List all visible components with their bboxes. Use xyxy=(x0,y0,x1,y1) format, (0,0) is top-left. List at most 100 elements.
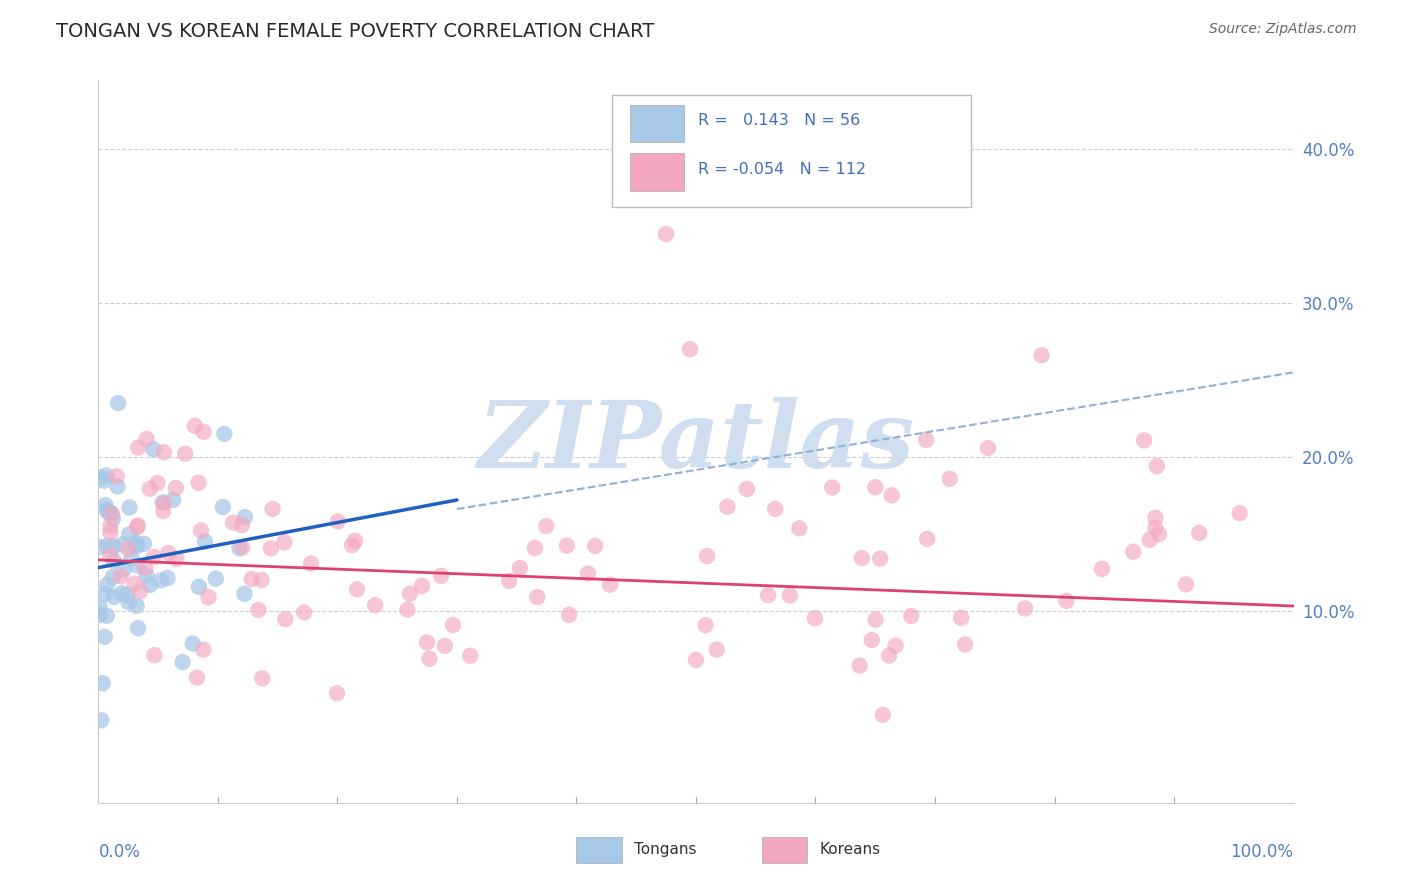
Point xyxy=(526,591,548,605)
Point xyxy=(121,551,143,566)
Point xyxy=(110,569,132,583)
Text: ZIPatlas: ZIPatlas xyxy=(478,397,914,486)
Point xyxy=(100,506,122,520)
Point xyxy=(97,505,120,519)
Point xyxy=(181,636,204,650)
Point xyxy=(96,578,118,592)
Text: Source: ZipAtlas.com: Source: ZipAtlas.com xyxy=(1209,22,1357,37)
Point xyxy=(346,582,368,597)
Point xyxy=(125,538,148,552)
Point xyxy=(247,603,270,617)
Point xyxy=(89,600,111,615)
Point xyxy=(915,433,938,447)
Text: Koreans: Koreans xyxy=(820,842,880,857)
Point xyxy=(231,541,253,555)
Point xyxy=(326,515,349,529)
Point xyxy=(228,541,250,556)
Point xyxy=(250,573,273,587)
Point xyxy=(172,655,194,669)
Point xyxy=(132,537,155,551)
Point xyxy=(344,533,367,548)
Point xyxy=(174,447,197,461)
Point xyxy=(90,714,112,728)
Point xyxy=(184,418,207,433)
Text: Tongans: Tongans xyxy=(634,842,696,857)
Point xyxy=(146,475,169,490)
Point xyxy=(1122,544,1144,558)
Point xyxy=(91,676,114,690)
Point xyxy=(416,635,439,649)
Point xyxy=(340,538,363,552)
Point xyxy=(240,572,263,586)
Point xyxy=(98,525,122,540)
Point xyxy=(555,539,578,553)
Point xyxy=(915,532,938,546)
Point xyxy=(716,500,738,514)
Point xyxy=(152,504,174,518)
Point xyxy=(94,498,117,512)
Point xyxy=(222,516,245,530)
Point xyxy=(124,576,146,591)
Point xyxy=(107,479,129,493)
Point xyxy=(129,584,152,599)
Point xyxy=(865,613,887,627)
Point xyxy=(94,587,117,601)
Point xyxy=(139,578,162,592)
Point xyxy=(884,639,907,653)
Point xyxy=(143,648,166,663)
Point xyxy=(127,520,149,534)
Point xyxy=(157,546,180,560)
Point xyxy=(93,630,115,644)
Point xyxy=(153,445,176,459)
Point xyxy=(103,540,125,554)
Point xyxy=(274,612,297,626)
Point xyxy=(117,595,139,609)
Point xyxy=(1147,527,1170,541)
Point xyxy=(193,642,215,657)
Point xyxy=(848,658,870,673)
Point xyxy=(524,541,547,555)
Point xyxy=(695,618,717,632)
Point xyxy=(262,502,284,516)
Point xyxy=(105,469,128,483)
Point xyxy=(135,568,157,582)
Point xyxy=(142,549,165,564)
Point xyxy=(107,396,129,410)
Text: 100.0%: 100.0% xyxy=(1230,843,1294,861)
Point xyxy=(804,611,827,625)
Point xyxy=(1229,506,1251,520)
Point xyxy=(756,588,779,602)
FancyBboxPatch shape xyxy=(576,837,621,863)
Point xyxy=(953,638,976,652)
Point xyxy=(194,534,217,549)
Point xyxy=(125,540,148,554)
Point xyxy=(292,606,315,620)
Point xyxy=(118,527,141,541)
Point xyxy=(860,633,883,648)
Point xyxy=(96,608,118,623)
Point xyxy=(789,521,811,535)
Point xyxy=(89,470,111,484)
Point xyxy=(399,587,422,601)
Point xyxy=(187,580,209,594)
Text: R =   0.143   N = 56: R = 0.143 N = 56 xyxy=(699,113,860,128)
Point xyxy=(576,566,599,581)
Point xyxy=(1091,562,1114,576)
Point xyxy=(142,442,165,457)
Point xyxy=(433,639,456,653)
Point xyxy=(204,572,226,586)
Point xyxy=(115,588,138,602)
Point xyxy=(101,507,124,521)
Point xyxy=(214,426,236,441)
FancyBboxPatch shape xyxy=(613,95,972,207)
Point xyxy=(233,587,256,601)
Point xyxy=(735,482,758,496)
Point xyxy=(93,474,115,488)
Point xyxy=(127,558,149,573)
Point xyxy=(1014,601,1036,615)
Point xyxy=(89,607,111,622)
Point xyxy=(877,648,900,663)
Point xyxy=(187,475,209,490)
Point xyxy=(326,686,349,700)
Point xyxy=(190,524,212,538)
